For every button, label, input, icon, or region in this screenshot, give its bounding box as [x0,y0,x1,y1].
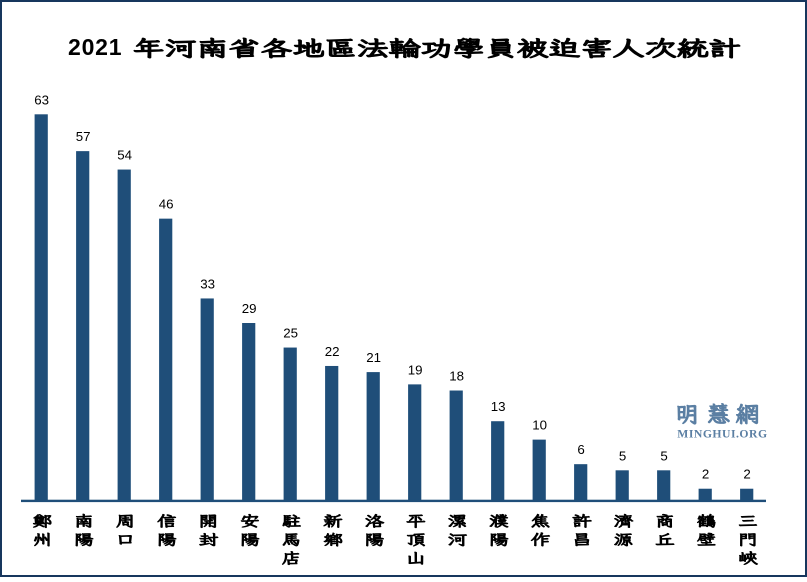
svg-text:25: 25 [283,326,298,341]
svg-text:46: 46 [159,197,174,212]
svg-text:13: 13 [491,399,506,414]
svg-text:10: 10 [532,418,547,433]
svg-text:63: 63 [34,92,49,107]
svg-text:33: 33 [200,276,215,291]
svg-text:18: 18 [449,369,464,384]
svg-text:57: 57 [76,129,91,144]
svg-text:2: 2 [702,467,709,482]
svg-text:5: 5 [619,448,626,463]
svg-text:2021: 2021 [68,34,122,60]
svg-text:22: 22 [325,344,340,359]
svg-text:6: 6 [577,442,584,457]
svg-text:MINGHUI.ORG: MINGHUI.ORG [677,428,767,441]
svg-text:2: 2 [743,467,750,482]
svg-text:29: 29 [242,301,257,316]
svg-text:5: 5 [660,448,667,463]
svg-text:19: 19 [408,362,423,377]
svg-text:21: 21 [366,350,381,365]
svg-text:54: 54 [117,148,132,163]
